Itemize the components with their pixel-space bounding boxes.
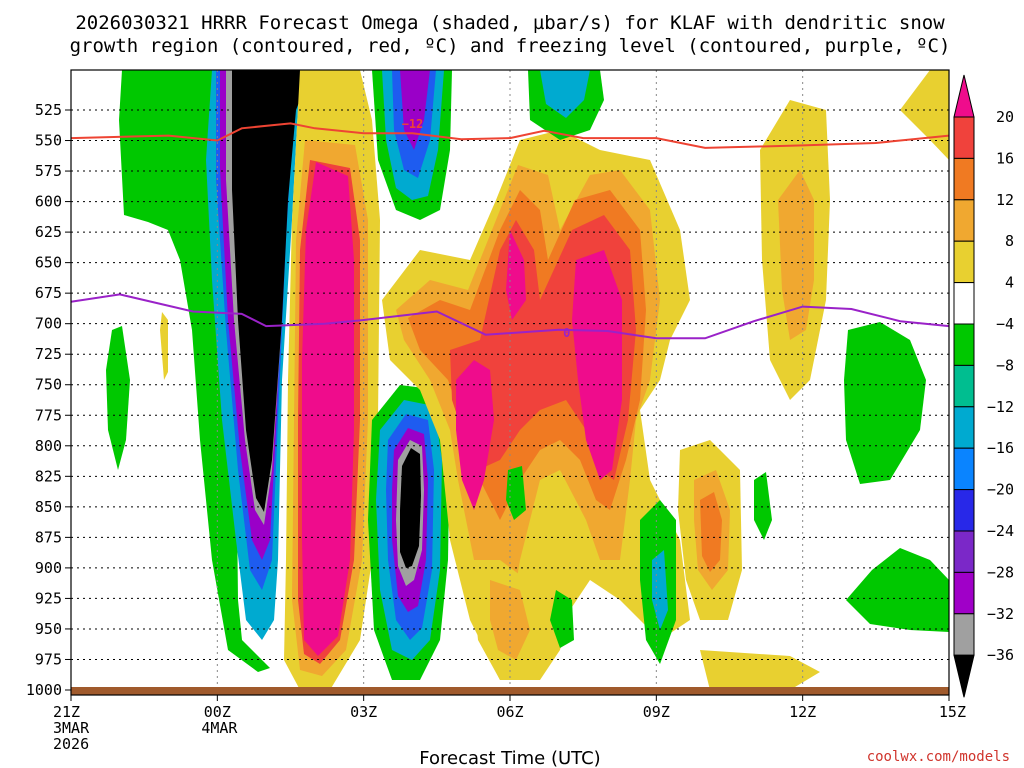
colorbar-label: −28 <box>987 563 1014 581</box>
omega-region-pos-darkorange-low-b <box>700 492 722 572</box>
y-tick-label: 600 <box>35 193 62 211</box>
x-tick-label: 21Z <box>53 703 80 721</box>
colorbar-label: 16 <box>996 149 1014 167</box>
x-tick-year: 2026 <box>53 735 89 753</box>
y-tick-label: 675 <box>35 284 62 302</box>
y-tick-label: 575 <box>35 162 62 180</box>
colorbar-swatch <box>953 530 975 573</box>
omega-region-neg-left-green <box>119 70 270 672</box>
omega-region-neg-green-small-d <box>754 472 772 540</box>
colorbar-swatch <box>953 323 975 366</box>
colorbar-swatch <box>953 571 975 615</box>
omega-region-neg-green-small-b <box>550 590 574 648</box>
omega-region-pos-pink-main <box>302 162 354 656</box>
y-tick-label: 900 <box>35 559 62 577</box>
y-tick-label: 825 <box>35 467 62 485</box>
y-tick-label: 950 <box>35 620 62 638</box>
credit-text: coolwx.com/models <box>867 749 1010 765</box>
colorbar-swatch <box>953 282 975 325</box>
colorbar-label: 20 <box>996 108 1014 126</box>
colorbar-swatch <box>953 489 975 532</box>
x-tick-date: 4MAR <box>201 719 238 737</box>
colorbar-label: −8 <box>996 356 1014 374</box>
colorbar-swatch <box>953 157 975 201</box>
colorbar-swatch <box>953 447 975 491</box>
y-tick-label: 875 <box>35 528 62 546</box>
colorbar-top-arrow <box>953 74 975 118</box>
omega-region-pos-pink-central-a <box>456 360 494 510</box>
colorbar-swatch <box>953 364 975 408</box>
ground-layer <box>71 687 949 695</box>
colorbar: 20 16 12 8 4 −4 −8 −12 −16 −20 −24 −28 −32 −36 <box>953 74 1014 698</box>
y-tick-label: 1000 <box>26 681 62 699</box>
x-tick-label: 06Z <box>496 703 523 721</box>
colorbar-label: 12 <box>996 191 1014 209</box>
grid-lines <box>71 70 949 695</box>
chart-title-line-1: 2026030321 HRRR Forecast Omega (shaded, … <box>75 12 945 34</box>
omega-region-neg-green-right-b <box>846 548 949 632</box>
colorbar-label: −12 <box>987 398 1014 416</box>
omega-region-neg-cyan-top-mid <box>540 70 590 118</box>
y-tick-label: 775 <box>35 406 62 424</box>
freezing-level-contour-label: 0 <box>563 326 570 340</box>
colorbar-swatch <box>953 116 975 159</box>
colorbar-label: −4 <box>996 315 1014 333</box>
colorbar-swatch <box>953 613 975 656</box>
omega-region-pos-yellow-small <box>160 312 168 380</box>
omega-region-pos-orange-right <box>778 170 814 340</box>
omega-region-neg-green-left-small <box>106 326 130 470</box>
colorbar-swatch <box>953 240 975 284</box>
chart-title-line-2: growth region (contoured, red, ºC) and f… <box>70 35 951 57</box>
colorbar-label: −36 <box>987 646 1014 664</box>
x-tick-date: 3MAR <box>53 719 90 737</box>
x-axis-label: Forecast Time (UTC) <box>419 748 600 768</box>
omega-region-pos-pink-central-b <box>506 230 526 320</box>
omega-region-neg-lower-black <box>400 448 421 568</box>
omega-region-pos-orange-low-a <box>490 580 530 660</box>
omega-region-neg-black <box>232 70 312 512</box>
colorbar-label: −32 <box>987 605 1014 623</box>
y-tick-label: 975 <box>35 650 62 668</box>
colorbar-swatch <box>953 406 975 449</box>
colorbar-label: 4 <box>1005 274 1014 292</box>
plot-area: −12 0 <box>70 69 950 696</box>
y-tick-label: 650 <box>35 254 62 272</box>
y-tick-label: 725 <box>35 345 62 363</box>
y-tick-label: 750 <box>35 376 62 394</box>
colorbar-label: −24 <box>987 522 1014 540</box>
x-tick-label: 00Z <box>204 703 231 721</box>
y-tick-label: 800 <box>35 437 62 455</box>
omega-shading <box>106 70 949 690</box>
y-tick-label: 850 <box>35 498 62 516</box>
y-tick-label: 625 <box>35 223 62 241</box>
y-tick-label: 700 <box>35 315 62 333</box>
snow-growth-contour-line <box>70 122 950 149</box>
x-tick-label: 12Z <box>789 703 816 721</box>
colorbar-bottom-arrow <box>953 654 975 698</box>
colorbar-label: −20 <box>987 481 1014 499</box>
y-tick-label: 925 <box>35 589 62 607</box>
omega-region-neg-green-right-a <box>844 322 926 484</box>
colorbar-label: −16 <box>987 439 1014 457</box>
colorbar-label: 8 <box>1005 232 1014 250</box>
colorbar-swatch <box>953 199 975 242</box>
omega-region-pos-yellow-bottom-right <box>700 650 820 690</box>
y-axis-ticks: 525 550 575 600 625 650 675 700 725 750 775 800 825 8… <box>26 101 71 699</box>
snow-growth-contour-label: −12 <box>402 117 424 131</box>
x-tick-label: 15Z <box>939 703 966 721</box>
freezing-level-contour-line <box>70 293 950 340</box>
omega-region-pos-pink-central-c <box>572 250 622 480</box>
x-tick-label: 03Z <box>350 703 377 721</box>
y-tick-label: 525 <box>35 101 62 119</box>
y-tick-label: 550 <box>35 132 62 150</box>
x-tick-label: 09Z <box>643 703 670 721</box>
